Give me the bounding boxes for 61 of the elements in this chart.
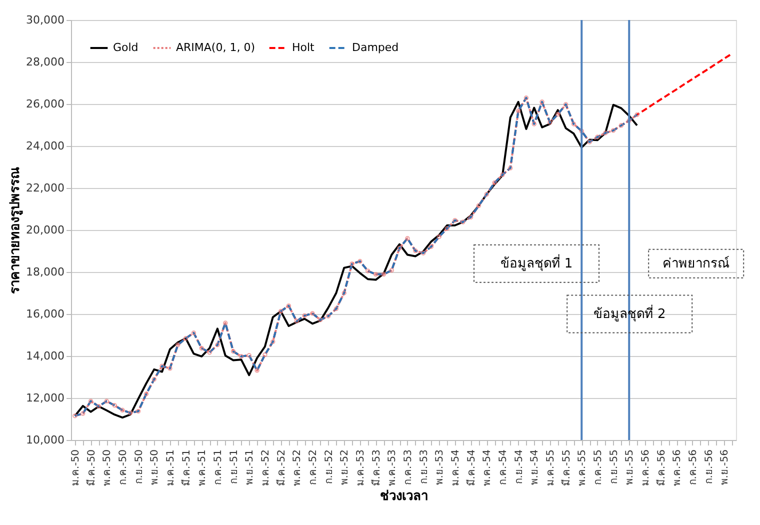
x-tick-label: พ.ย.-53 [434, 450, 446, 486]
x-tick-label: ก.ย.-52 [324, 450, 335, 484]
x-tick-label: ก.ค.-56 [688, 450, 699, 486]
y-tick-label: 30,000 [26, 14, 64, 26]
x-tick-label: พ.ย.-50 [150, 450, 161, 486]
x-tick-label: มี.ค.-52 [275, 450, 288, 486]
x-tick-label: ม.ค.-51 [165, 450, 176, 486]
x-tick-label: พ.ค.-51 [197, 450, 208, 486]
annotation: ข้อมูลชุดที่ 1 [500, 254, 573, 272]
x-tick-label: พ.ค.-53 [387, 450, 398, 486]
x-tick-label: ก.ย.-53 [418, 450, 430, 484]
x-tick-label: ก.ย.-56 [704, 450, 715, 484]
x-tick-label: มี.ค.-54 [465, 450, 478, 486]
x-tick-label: พ.ค.-50 [102, 450, 114, 486]
x-tick-label: ก.ย.-55 [608, 450, 620, 484]
x-tick-label: พ.ย.-56 [720, 450, 731, 486]
y-tick-label: 26,000 [26, 98, 64, 110]
legend-label: Gold [113, 41, 138, 54]
x-tick-label: ม.ค.-53 [355, 450, 366, 486]
y-tick-label: 22,000 [26, 182, 64, 194]
x-tick-label: พ.ค.-55 [577, 450, 588, 486]
x-tick-label: ม.ค.-50 [70, 450, 82, 486]
x-tick-label: ก.ค.-55 [592, 450, 604, 486]
legend-label: ARIMA(0, 1, 0) [176, 41, 255, 54]
x-tick-label: ก.ย.-54 [514, 450, 525, 484]
x-tick-label: พ.ค.-52 [292, 450, 304, 486]
x-axis-title: ช่วงเวลา [380, 489, 428, 504]
x-tick-label: ม.ค.-56 [640, 450, 652, 486]
legend-label: Holt [292, 41, 316, 54]
x-tick-label: มี.ค.-55 [560, 450, 572, 486]
y-tick-label: 14,000 [26, 350, 64, 362]
x-tick-label: ก.ค.-50 [118, 450, 129, 486]
y-axis-title: ราคาขายทองรูปพรรณ [8, 167, 24, 294]
annotation: ค่าพยากรณ์ [662, 256, 730, 272]
y-tick-label: 10,000 [26, 434, 64, 446]
x-tick-label: มี.ค.-53 [370, 450, 382, 486]
y-tick-label: 24,000 [26, 140, 64, 152]
x-tick-label: ก.ย.-50 [134, 450, 145, 484]
x-tick-label: มี.ค.-56 [655, 450, 668, 486]
x-tick-label: ก.ค.-52 [308, 450, 319, 486]
y-tick-label: 28,000 [26, 56, 64, 68]
x-tick-label: ม.ค.-52 [260, 450, 272, 486]
y-tick-label: 20,000 [26, 224, 64, 236]
x-tick-label: ก.ค.-51 [212, 450, 224, 486]
x-tick-label: ก.ย.-51 [228, 450, 240, 484]
x-tick-label: ก.ค.-54 [498, 450, 509, 486]
x-tick-label: ม.ค.-55 [545, 450, 556, 486]
x-tick-label: พ.ย.-55 [624, 450, 636, 486]
x-tick-label: พ.ค.-56 [672, 450, 684, 486]
legend-label: Damped [352, 41, 399, 54]
x-tick-label: มี.ค.-50 [85, 450, 98, 486]
x-tick-label: พ.ย.-51 [244, 450, 256, 486]
x-tick-label: พ.ค.-54 [482, 450, 494, 486]
x-tick-label: ม.ค.-54 [450, 450, 462, 486]
y-tick-label: 16,000 [26, 308, 64, 320]
y-tick-label: 18,000 [26, 266, 64, 278]
x-tick-label: พ.ย.-54 [530, 450, 541, 486]
y-tick-label: 12,000 [26, 392, 64, 404]
x-tick-label: พ.ย.-52 [340, 450, 351, 486]
x-tick-label: ก.ค.-53 [402, 450, 414, 486]
x-tick-label: มี.ค.-51 [180, 450, 192, 486]
